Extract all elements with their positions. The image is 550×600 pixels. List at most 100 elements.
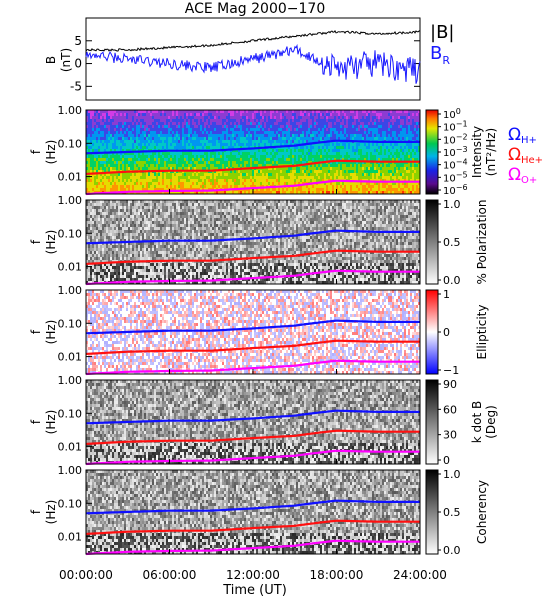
spectrogram-cell xyxy=(162,125,165,129)
spectrogram-cell xyxy=(140,158,143,162)
spectrogram-cell xyxy=(154,176,157,180)
spectrogram-cell xyxy=(116,149,119,153)
spectrogram-cell xyxy=(142,113,145,117)
spectrogram-cell xyxy=(378,185,381,189)
spectrogram-cell xyxy=(154,152,157,156)
spectrogram-cell xyxy=(156,173,159,177)
spectrogram-cell xyxy=(136,164,139,168)
spectrogram-cell xyxy=(322,116,325,120)
spectrogram-cell xyxy=(94,254,97,258)
spectrogram-cell xyxy=(314,158,317,162)
spectrogram-cell xyxy=(214,179,217,183)
spectrogram-cell xyxy=(282,125,285,129)
spectrogram-cell xyxy=(320,185,323,189)
spectrogram-cell xyxy=(372,167,375,171)
spectrogram-cell xyxy=(204,128,207,132)
spectrogram-cell xyxy=(316,137,319,141)
spectrogram-cell xyxy=(122,119,125,123)
spectrogram-cell xyxy=(132,110,135,114)
spectrogram-cell xyxy=(104,116,107,120)
spectrogram-cell xyxy=(196,131,199,135)
spectrogram-cell xyxy=(86,167,89,171)
spectrogram-cell xyxy=(238,170,241,174)
spectrogram-cell xyxy=(102,227,105,231)
spectrogram-cell xyxy=(352,170,355,174)
spectrogram-cell xyxy=(356,128,359,132)
spectrogram-cell xyxy=(176,167,179,171)
spectrogram-cell xyxy=(200,110,203,114)
spectrogram-cell xyxy=(118,137,121,141)
spectrogram-cell xyxy=(286,116,289,120)
spectrogram-cell xyxy=(306,149,309,153)
spectrogram-cell xyxy=(120,137,123,141)
spectrogram-cell xyxy=(214,119,217,123)
spectrogram-cell xyxy=(194,110,197,114)
spectrogram-cell xyxy=(238,128,241,132)
spectrogram-cell xyxy=(146,173,149,177)
spectrogram-cell xyxy=(108,143,111,147)
spectrogram-cell xyxy=(222,161,225,165)
spectrogram-cell xyxy=(144,191,147,195)
spectrogram-cell xyxy=(244,161,247,165)
spectrogram-cell xyxy=(268,113,271,117)
spectrogram-cell xyxy=(304,173,307,177)
spectrogram-cell xyxy=(232,110,235,114)
spectrogram-cell xyxy=(102,254,105,258)
spectrogram-cell xyxy=(362,110,365,114)
spectrogram-cell xyxy=(306,176,309,180)
spectrogram-cell xyxy=(200,146,203,150)
spectrogram-cell xyxy=(416,131,419,135)
spectrogram-cell xyxy=(358,185,361,189)
spectrogram-cell xyxy=(362,116,365,120)
spectrogram-cell xyxy=(382,143,385,147)
spectrogram-cell xyxy=(278,173,281,177)
spectrogram-cell xyxy=(276,191,279,195)
spectrogram-cell xyxy=(348,131,351,135)
spectrogram-cell xyxy=(96,155,99,159)
spectrogram-cell xyxy=(208,140,211,144)
spectrogram-cell xyxy=(136,182,139,186)
spectrogram-cell xyxy=(262,173,265,177)
spectrogram-cell xyxy=(408,155,411,159)
spectrogram-cell xyxy=(152,146,155,150)
spectrogram-cell xyxy=(118,113,121,117)
spectrogram-cell xyxy=(290,131,293,135)
spectrogram-cell xyxy=(312,164,315,168)
spectrogram-cell xyxy=(214,137,217,141)
spectrogram-cell xyxy=(100,137,103,141)
spectrogram-cell xyxy=(164,119,167,123)
spectrogram-cell xyxy=(156,158,159,162)
spectrogram-cell xyxy=(382,146,385,150)
spectrogram-cell xyxy=(144,158,147,162)
spectrogram-cell xyxy=(360,170,363,174)
spectrogram-cell xyxy=(140,161,143,165)
spectrogram-cell xyxy=(266,122,269,126)
spectrogram-cell xyxy=(206,179,209,183)
spectrogram-cell xyxy=(374,119,377,123)
spectrogram-cell xyxy=(204,146,207,150)
spectrogram-cell xyxy=(286,167,289,171)
spectrogram-cell xyxy=(324,125,327,129)
spectrogram-cell xyxy=(246,179,249,183)
spectrogram-cell xyxy=(406,155,409,159)
spectrogram-cell xyxy=(112,182,115,186)
spectrogram-cell xyxy=(298,116,301,120)
spectrogram-cell xyxy=(312,185,315,189)
spectrogram-cell xyxy=(234,137,237,141)
spectrogram-cell xyxy=(92,212,95,216)
spectrogram-cell xyxy=(96,233,99,237)
spectrogram-cell xyxy=(386,191,389,195)
spectrogram-cell xyxy=(194,173,197,177)
spectrogram-cell xyxy=(366,134,369,138)
spectrogram-cell xyxy=(206,164,209,168)
spectrogram-cell xyxy=(386,164,389,168)
spectrogram-cell xyxy=(266,179,269,183)
spectrogram-cell xyxy=(314,155,317,159)
spectrogram-cell xyxy=(344,110,347,114)
spectrogram-cell xyxy=(146,176,149,180)
spectrogram-cell xyxy=(100,176,103,180)
spectrogram-cell xyxy=(122,140,125,144)
spectrogram-cell xyxy=(272,143,275,147)
spectrogram-cell xyxy=(310,119,313,123)
spectrogram-cell xyxy=(96,230,99,234)
